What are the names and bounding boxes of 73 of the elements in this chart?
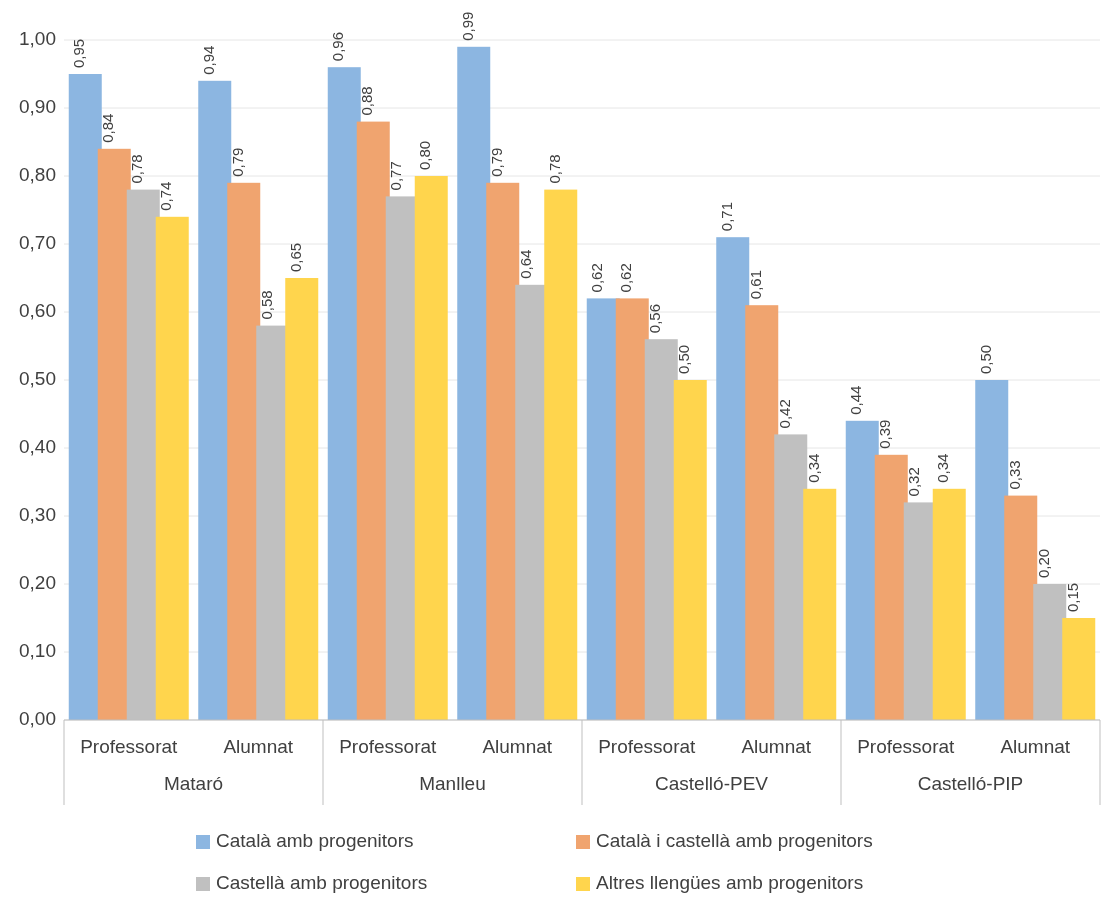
bar bbox=[414, 176, 448, 720]
data-label: 0,78 bbox=[128, 154, 146, 184]
data-label: 0,61 bbox=[746, 270, 764, 300]
data-label: 0,50 bbox=[976, 344, 994, 374]
bar bbox=[1004, 495, 1038, 720]
bar bbox=[745, 305, 779, 720]
bar bbox=[1062, 618, 1096, 720]
data-label: 0,34 bbox=[804, 453, 822, 483]
y-tick-label: 0,10 bbox=[19, 640, 56, 662]
data-label: 0,44 bbox=[847, 385, 865, 415]
data-label: 0,42 bbox=[775, 399, 793, 429]
x-tick-label: Alumnat bbox=[482, 736, 553, 758]
legend-label: Català amb progenitors bbox=[216, 830, 414, 852]
data-label: 0,71 bbox=[717, 202, 735, 232]
bar bbox=[673, 380, 707, 720]
y-tick-label: 0,90 bbox=[19, 96, 56, 118]
bar bbox=[486, 182, 520, 720]
bar bbox=[975, 380, 1009, 720]
x-tick-label: Professorat bbox=[80, 736, 179, 758]
data-label: 0,20 bbox=[1034, 548, 1052, 578]
y-tick-label: 0,40 bbox=[19, 436, 56, 458]
data-label: 0,84 bbox=[99, 113, 117, 143]
bar bbox=[803, 488, 837, 720]
data-label: 0,33 bbox=[1005, 460, 1023, 490]
bar bbox=[285, 278, 319, 720]
legend-label: Castellà amb progenitors bbox=[216, 872, 428, 894]
y-tick-label: 0,50 bbox=[19, 368, 56, 390]
data-label: 0,64 bbox=[516, 249, 534, 279]
x-tick-label: Professorat bbox=[857, 736, 956, 758]
data-label: 0,77 bbox=[387, 161, 405, 191]
text: Manlleu bbox=[419, 773, 486, 795]
bar bbox=[227, 182, 261, 720]
y-tick-label: 0,80 bbox=[19, 164, 56, 186]
data-label: 0,32 bbox=[905, 467, 923, 497]
data-label: 0,56 bbox=[646, 304, 664, 334]
x-tick-label: Alumnat bbox=[741, 736, 812, 758]
y-tick-label: 1,00 bbox=[19, 28, 56, 50]
y-tick-label: 0,30 bbox=[19, 504, 56, 526]
legend-label: Altres llengües amb progenitors bbox=[596, 872, 864, 894]
bar bbox=[544, 189, 578, 720]
y-tick-label: 0,60 bbox=[19, 300, 56, 322]
data-label: 0,94 bbox=[199, 45, 217, 75]
text: Castelló-PIP bbox=[917, 773, 1024, 795]
data-label: 0,74 bbox=[157, 181, 175, 211]
bar bbox=[155, 216, 189, 720]
y-tick-label: 0,00 bbox=[19, 708, 56, 730]
data-label: 0,39 bbox=[876, 419, 894, 449]
y-tick-label: 0,70 bbox=[19, 232, 56, 254]
y-tick-label: 0,20 bbox=[19, 572, 56, 594]
bar bbox=[457, 46, 491, 720]
data-label: 0,79 bbox=[487, 147, 505, 177]
legend-label: Català i castellà amb progenitors bbox=[596, 830, 873, 852]
text: Castelló-PEV bbox=[655, 773, 769, 795]
data-label: 0,62 bbox=[588, 263, 606, 293]
data-label: 0,80 bbox=[416, 140, 434, 170]
data-label: 0,15 bbox=[1063, 582, 1081, 612]
bar bbox=[932, 488, 966, 720]
data-label: 0,50 bbox=[675, 344, 693, 374]
data-label: 0,96 bbox=[329, 32, 347, 62]
x-tick-label: Professorat bbox=[598, 736, 697, 758]
x-tick-label: Professorat bbox=[339, 736, 438, 758]
text: Mataró bbox=[163, 773, 224, 795]
data-label: 0,79 bbox=[228, 147, 246, 177]
data-label: 0,58 bbox=[257, 290, 275, 320]
data-label: 0,99 bbox=[458, 11, 476, 41]
data-label: 0,95 bbox=[70, 38, 88, 68]
data-label: 0,88 bbox=[358, 86, 376, 116]
x-tick-label: Alumnat bbox=[223, 736, 294, 758]
x-tick-label: Alumnat bbox=[1000, 736, 1071, 758]
data-label: 0,78 bbox=[545, 154, 563, 184]
data-label: 0,65 bbox=[286, 242, 304, 272]
data-label: 0,62 bbox=[617, 263, 635, 293]
data-label: 0,34 bbox=[934, 453, 952, 483]
